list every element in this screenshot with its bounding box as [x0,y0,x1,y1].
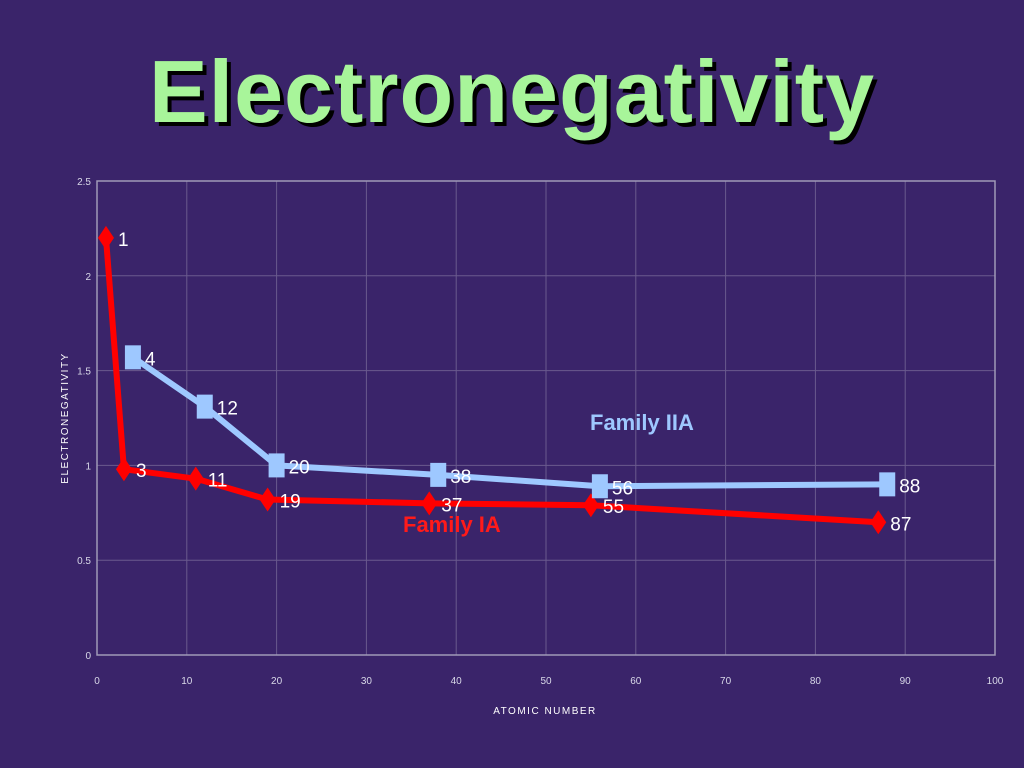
family-ia-marker [870,510,887,535]
family-ia-marker [582,493,599,518]
x-axis-label: ATOMIC NUMBER [493,706,597,717]
x-tick-label: 50 [540,676,552,687]
family-ia-marker [187,466,204,491]
family-ia-marker [97,225,114,250]
y-tick-label: 1 [85,461,91,472]
family-ia-marker [421,491,438,516]
y-tick-label: 2 [85,272,91,283]
family-iia-marker [879,472,896,497]
x-tick-label: 0 [94,676,100,687]
family-iia-marker [196,394,213,419]
y-tick-label: 0.5 [77,556,91,567]
x-tick-label: 80 [810,676,822,687]
y-axis-label: ELECTRONEGATIVITY [60,352,71,483]
family-iia-marker [124,345,141,370]
family-iia-point-label: 4 [145,349,156,370]
legend-family-iia: Family IIA [590,410,694,435]
x-tick-label: 90 [900,676,912,687]
family-iia-point-label: 56 [612,478,633,499]
x-tick-label: 30 [361,676,373,687]
y-tick-label: 1.5 [77,367,91,378]
chart-axes [96,180,996,656]
family-ia-point-label: 11 [208,471,228,492]
family-ia-point-label: 19 [280,492,301,513]
y-tick-label: 0 [85,651,91,662]
plot-frame [96,180,996,656]
family-ia-marker [259,487,276,512]
x-tick-label: 20 [271,676,283,687]
family-iia-point-label: 88 [899,476,920,497]
x-tick-label: 70 [720,676,732,687]
family-ia-point-label: 3 [136,461,147,482]
family-ia-point-label: 37 [441,495,462,516]
family-iia-point-label: 20 [289,457,310,478]
family-iia-line [131,354,888,490]
chart-series: 1 3 11 19 37 55 87 4 12 20 38 56 88 [97,225,920,535]
y-tick-label: 2.5 [77,177,91,188]
family-iia-point-label: 12 [217,399,238,420]
family-ia-point-label: 55 [603,497,624,518]
x-tick-label: 10 [181,676,193,687]
family-iia-point-label: 38 [450,467,471,488]
slide-title: Electronegativity [148,42,876,141]
family-iia-marker [430,462,447,487]
chart-labels: ATOMIC NUMBER ELECTRONEGATIVITY Family I… [60,352,694,717]
legend-family-ia: Family IA [403,512,501,537]
x-tick-label: 40 [451,676,463,687]
x-tick-label: 60 [630,676,642,687]
family-iia-marker [591,474,608,499]
chart-ticks: 0 10 20 30 40 50 60 70 80 90 100 0 0.5 1 1.5 2 2.5 [77,177,1004,687]
family-ia-point-label: 87 [890,514,911,535]
family-ia-marker [115,457,132,482]
x-tick-label: 100 [987,676,1004,687]
family-ia-point-label: 1 [118,230,129,251]
family-iia-marker [268,453,285,478]
